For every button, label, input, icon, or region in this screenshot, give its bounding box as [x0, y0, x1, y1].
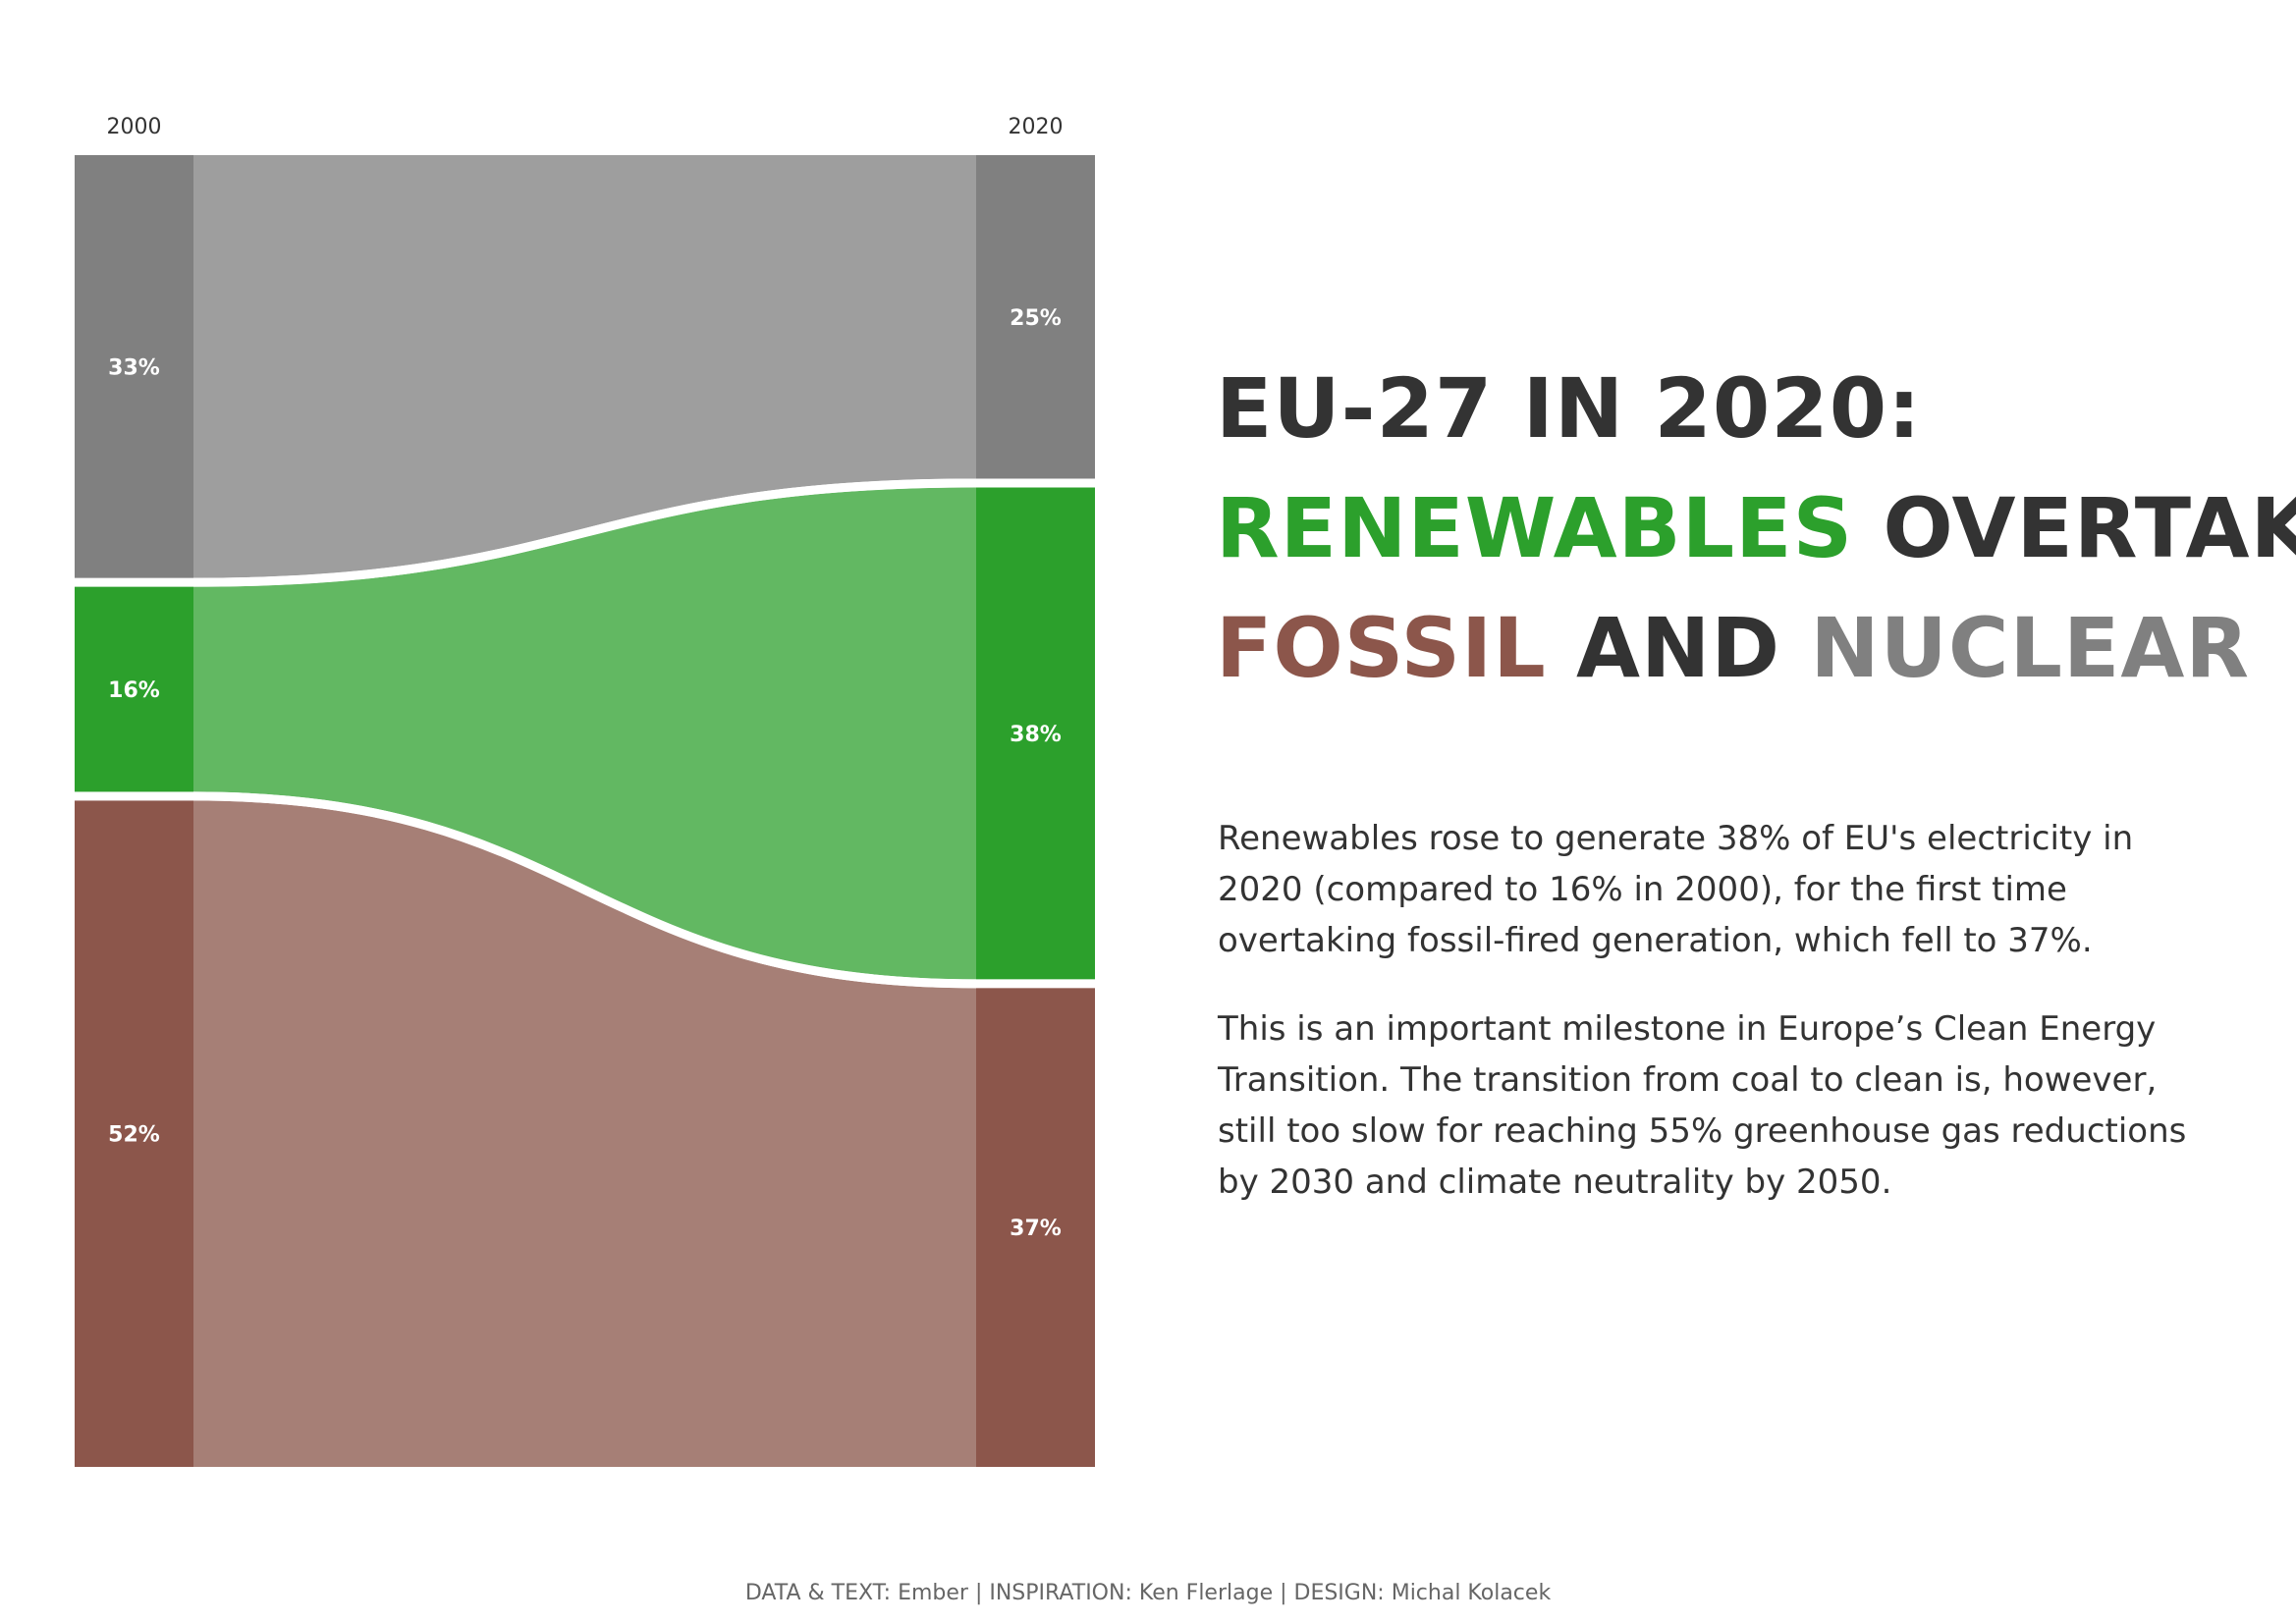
flow-nuclear [193, 155, 976, 578]
flow-renewables [193, 487, 976, 980]
bar-fossil-2020 [976, 988, 1095, 1467]
bar-renewables-2020 [976, 487, 1095, 980]
sankey-flows [192, 155, 977, 1467]
headline-fossil: FOSSIL [1216, 600, 1547, 696]
bar-label-nuclear-2020: 25% [1010, 306, 1062, 331]
headline-line-2: RENEWABLES OVERTAKE [1216, 468, 2296, 588]
sankey-bars [75, 155, 1095, 1467]
year-label-2020: 2020 [1009, 115, 1064, 139]
bar-label-fossil-2020: 37% [1010, 1217, 1062, 1241]
headline-nuclear: NUCLEAR [1810, 600, 2251, 696]
bar-label-fossil-2000: 52% [108, 1123, 160, 1148]
sankey-labels: 33% 16% 52% 2000 25% 38% 37% 2020 [107, 115, 1064, 1241]
headline-renewables: RENEWABLES [1216, 480, 1854, 576]
headline-and: AND [1576, 600, 1781, 696]
bar-nuclear-2000 [75, 155, 193, 578]
bar-label-renewables-2000: 16% [108, 678, 160, 703]
headline-line-3: FOSSIL AND NUCLEAR [1216, 588, 2257, 708]
bar-fossil-2000 [75, 800, 193, 1467]
bar-renewables-2000 [75, 586, 193, 792]
description: Renewables rose to generate 38% of EU's … [1218, 813, 2219, 1245]
year-label-2000: 2000 [107, 115, 162, 139]
flow-separator [192, 478, 977, 587]
bar-label-nuclear-2000: 33% [108, 355, 160, 380]
sankey-chart: 33% 16% 52% 2000 25% 38% 37% 2020 [75, 115, 1095, 1467]
headline-overtake: OVERTAKE [1883, 480, 2296, 576]
description-paragraph-2: This is an important milestone in Europe… [1218, 1009, 2187, 1202]
bar-nuclear-2020 [976, 155, 1095, 479]
credits-footer: DATA & TEXT: Ember | INSPIRATION: Ken Fl… [744, 1581, 1552, 1605]
headline: EU-27 IN 2020: RENEWABLES OVERTAKE FOSSI… [1216, 349, 2296, 708]
bar-label-renewables-2020: 38% [1010, 723, 1062, 747]
headline-line-1: EU-27 IN 2020: [1216, 360, 1922, 457]
flow-separator [192, 791, 977, 989]
flow-fossil [193, 800, 976, 1467]
description-paragraph-1: Renewables rose to generate 38% of EU's … [1218, 819, 2134, 960]
